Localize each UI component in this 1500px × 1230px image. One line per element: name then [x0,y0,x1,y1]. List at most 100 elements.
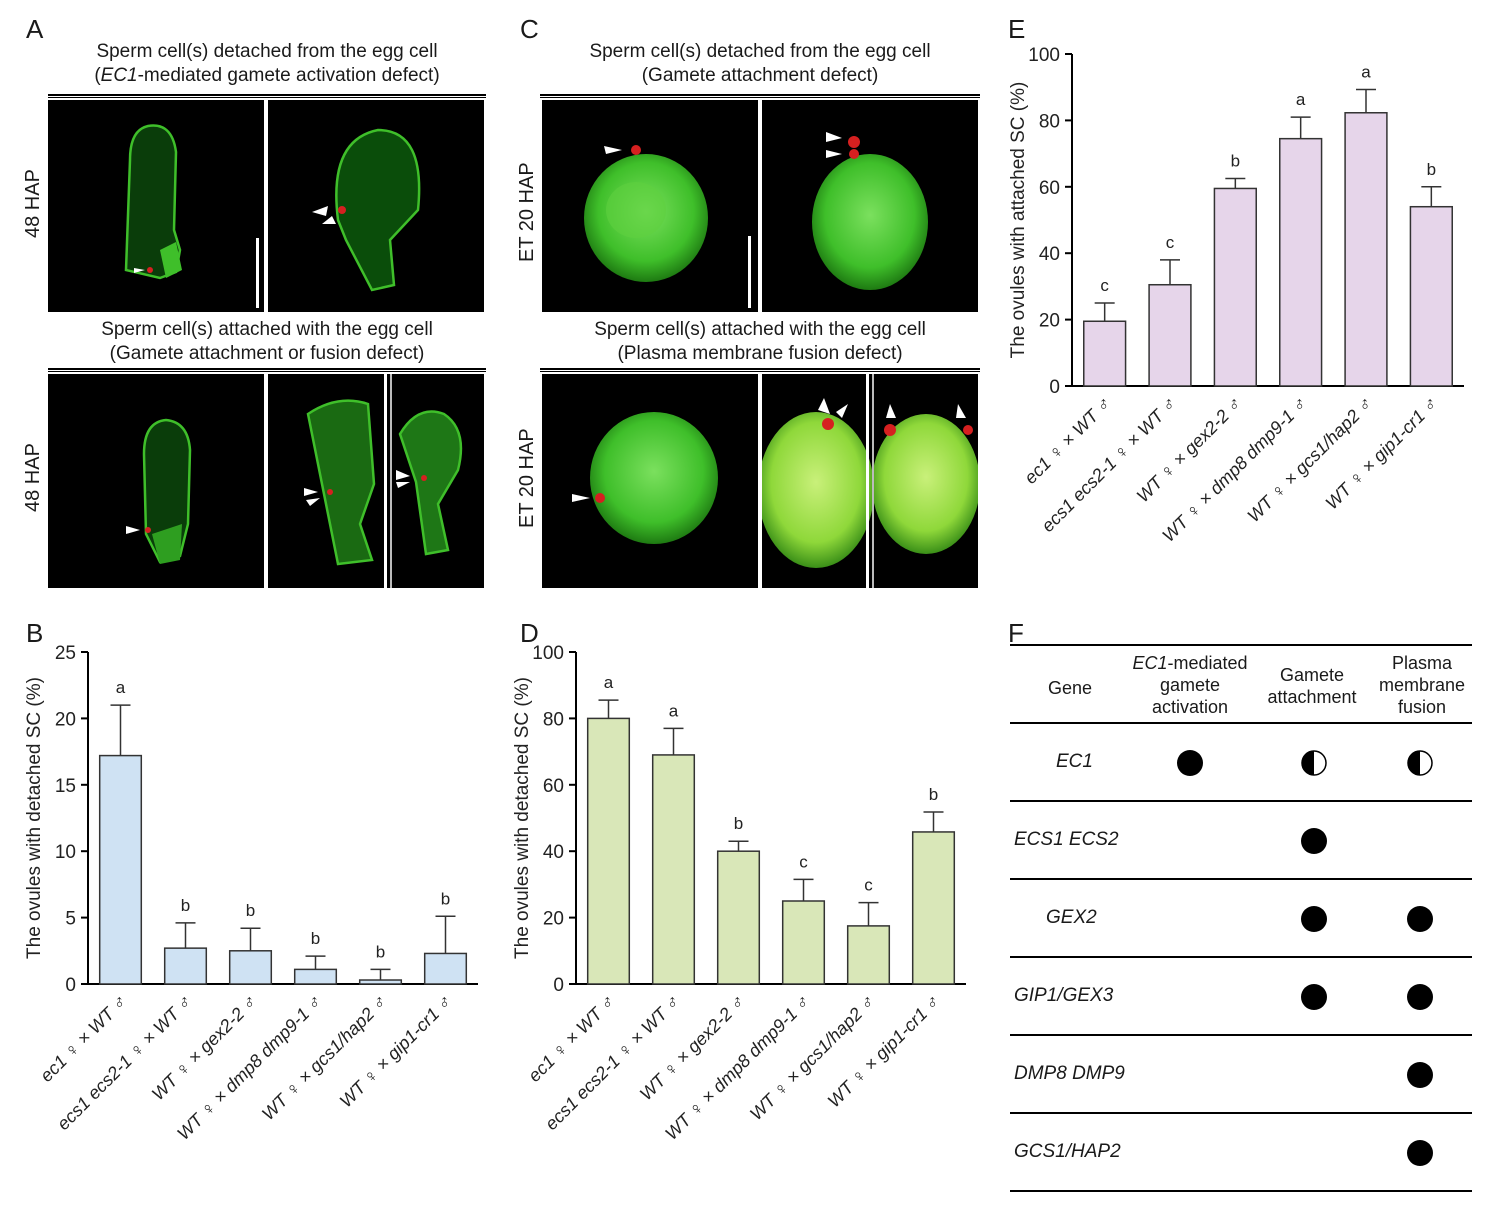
bar [358,979,403,985]
significance-letter: a [1361,63,1371,82]
category-label: WT ♀ × gcs1/hap2 ♂ [258,991,391,1124]
panel-c-side-label-bottom: ET 20 HAP [516,428,538,528]
bar [1409,205,1453,387]
half-filled-circle-icon [1407,750,1433,776]
table-f-header-ec1-italic: EC1 [1132,653,1168,673]
bar [716,850,761,985]
micrograph-c4 [762,374,978,588]
y-tick-label: 20 [1039,311,1060,332]
y-tick-label: 80 [543,709,564,730]
filled-circle-icon [1301,984,1327,1010]
table-f-header-activation-line2: gamete [1159,675,1221,695]
panel-a-top-title-line2: (EC1-mediated gamete activation defect) [94,65,440,86]
panel-c-side-label-top: ET 20 HAP [516,162,538,262]
table-f-row: DMP8 DMP9 [1010,1036,1472,1114]
table-f-row-rule [1010,1190,1472,1192]
table-f-header-fusion-line1: Plasma [1391,653,1453,673]
bar [1083,320,1127,387]
panel-c-top-rule-2 [540,97,980,98]
significance-letter: b [1231,152,1240,171]
table-f-row: ECS1 ECS2 [1010,802,1472,880]
filled-circle-icon [1177,750,1203,776]
table-f-header-fusion-line3: fusion [1397,697,1447,717]
bar [911,831,956,985]
micrograph-a2 [268,100,484,312]
table-f-header-fusion-line2: membrane [1378,675,1466,695]
micrograph-a3 [48,374,264,588]
table-f-gene: GEX2 [1046,907,1097,928]
y-tick-label: 0 [1049,377,1060,398]
bar [586,717,631,985]
bar [423,952,468,985]
table-f-header-activation-rest: -mediated [1167,653,1248,673]
panel-c-bottom-title-line1: Sperm cell(s) attached with the egg cell [594,319,926,340]
bar [651,754,696,985]
ec1-italic: EC1 [100,65,138,86]
panel-a-side-label-bottom: 48 HAP [22,443,44,512]
significance-letter: a [604,673,614,692]
significance-letter: b [734,814,743,833]
bar [1148,283,1192,387]
table-f-gene: GCS1/HAP2 [1014,1141,1121,1162]
panel-label-b: B [26,618,44,648]
panel-c-top-rule [540,94,980,96]
chart-d: 0 20 40 60 80 100 The ovules with detached SC … [512,643,966,1144]
panel-a-top-title: Sperm cell(s) detached from the egg cell… [48,40,486,88]
filled-circle-icon [1407,906,1433,932]
significance-letter: b [311,929,320,948]
y-tick-label: 10 [55,842,76,863]
significance-letter: b [441,889,450,908]
significance-letter: b [1427,160,1436,179]
table-f-row: GIP1/GEX3 [1010,958,1472,1036]
significance-letter: a [116,678,126,697]
filled-circle-icon [1407,984,1433,1010]
micrograph-c1 [542,100,758,312]
panel-a-bottom-rule-2 [48,371,486,372]
micrograph-a4 [268,374,484,588]
panel-a-bottom-title-line1: Sperm cell(s) attached with the egg cell [101,319,433,340]
y-tick-label: 40 [1039,244,1060,265]
panel-c-bottom-rule [540,368,980,370]
micrograph-c2 [762,100,978,312]
y-tick-label: 80 [1039,111,1060,132]
panel-a-top-rule [48,94,486,96]
significance-letter: c [1100,276,1109,295]
y-tick-label: 0 [553,975,564,996]
table-f-row-rule [1010,1112,1472,1114]
table-f-header-fusion: Plasma membrane fusion [1372,652,1472,718]
panel-label-c: C [520,14,539,44]
y-tick-label: 25 [55,643,76,664]
bar [163,947,208,985]
y-tick-label: 60 [1039,178,1060,199]
y-tick-label: 40 [543,842,564,863]
bar [98,754,143,985]
table-f-header-activation-line1: EC1-mediated [1116,652,1264,674]
table-f-row-rule [1010,800,1472,802]
filled-circle-icon [1407,1140,1433,1166]
table-f-header-attachment-line2: attachment [1267,687,1357,707]
table-f-gene: DMP8 DMP9 [1014,1063,1125,1084]
table-f-row-rule [1010,1034,1472,1036]
y-tick-label: 100 [532,643,564,664]
table-f-row: GCS1/HAP2 [1010,1114,1472,1192]
table-f-gene: EC1 [1056,751,1093,772]
significance-letter: c [799,852,808,871]
panel-a-bottom-title-line2: (Gamete attachment or fusion defect) [109,343,425,364]
significance-letter: c [864,876,873,895]
table-f-header-rule [1010,722,1472,724]
y-tick-label: 60 [543,776,564,797]
category-label: WT ♀ × gip1-cr1 ♂ [336,991,457,1112]
table-f-header-attachment: Gamete attachment [1256,664,1368,708]
panel-label-d: D [520,618,539,648]
significance-letter: c [1166,233,1175,252]
panel-c-bottom-title-line2: (Plasma membrane fusion defect) [617,343,903,364]
category-label: WT ♀ × gcs1/hap2 ♂ [746,991,879,1124]
panel-c-top-title: Sperm cell(s) detached from the egg cell… [540,40,980,88]
panel-c-top-title-line1: Sperm cell(s) detached from the egg cell [589,41,931,62]
bar [1213,187,1257,387]
panel-a-bottom-title: Sperm cell(s) attached with the egg cell… [48,318,486,366]
y-axis-label: The ovules with detached SC (%) [24,677,45,959]
y-tick-label: 0 [65,975,76,996]
micrograph-a1 [48,100,264,312]
panel-label-a: A [26,14,44,44]
